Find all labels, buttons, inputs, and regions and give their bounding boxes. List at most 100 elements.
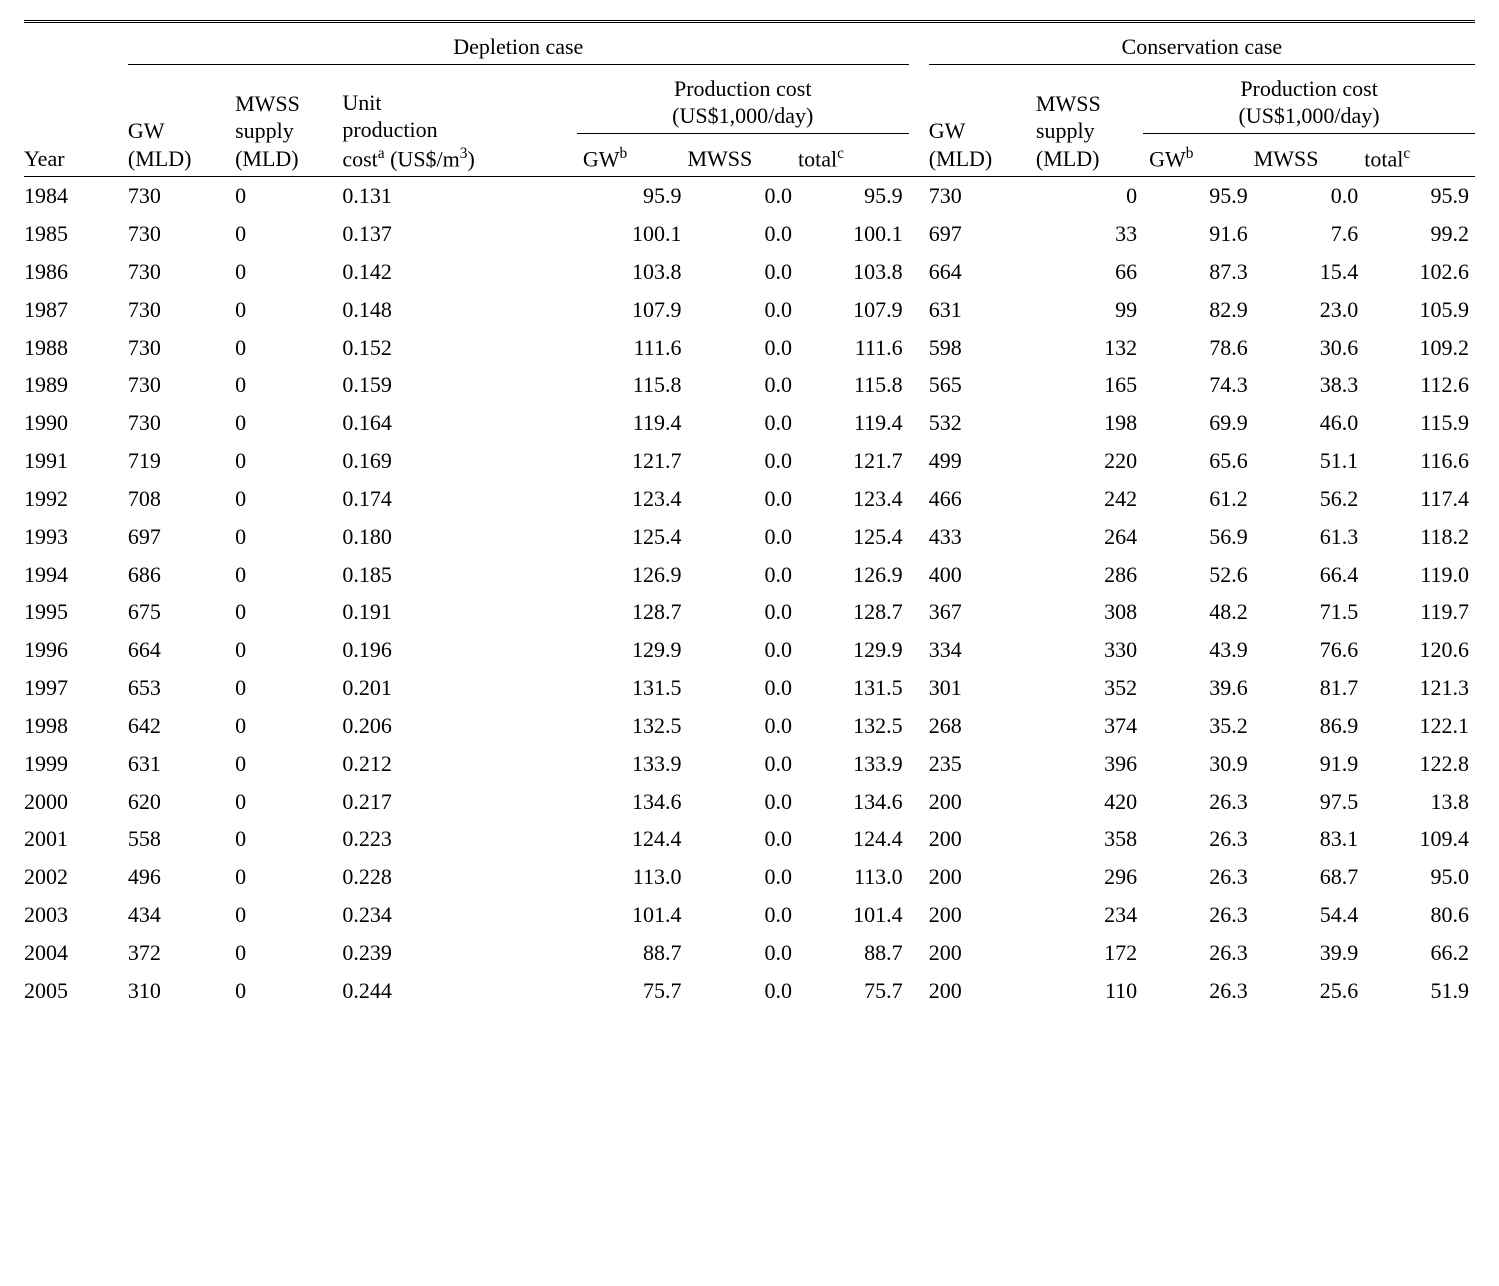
cell-con_mwss_mld: 220	[1036, 442, 1143, 480]
cell-dep_pc_gw: 115.8	[577, 366, 688, 404]
header-con-prodcost: Production cost (US$1,000/day)	[1143, 69, 1475, 138]
cell-dep_mwss_mld: 0	[235, 858, 342, 896]
cell-year: 1989	[24, 366, 128, 404]
table-header: Depletion case Conservation case Year GW…	[24, 22, 1475, 177]
cell-con_pc_total: 102.6	[1364, 253, 1475, 291]
cell-con_pc_gw: 43.9	[1143, 631, 1254, 669]
cell-con_mwss_mld: 110	[1036, 972, 1143, 1010]
cell-con_pc_gw: 61.2	[1143, 480, 1254, 518]
cell-year: 1991	[24, 442, 128, 480]
cell-con_pc_total: 117.4	[1364, 480, 1475, 518]
cell-dep_pc_gw: 131.5	[577, 669, 688, 707]
cell-con_pc_gw: 26.3	[1143, 896, 1254, 934]
cell-con_pc_total: 51.9	[1364, 972, 1475, 1010]
cell-con_gw_mld: 268	[929, 707, 1036, 745]
cell-dep_gw_mld: 372	[128, 934, 235, 972]
cell-dep_pc_total: 119.4	[798, 404, 909, 442]
column-gap	[909, 177, 929, 215]
cell-year: 1992	[24, 480, 128, 518]
cell-year: 1999	[24, 745, 128, 783]
cell-dep_unit_cost: 0.201	[342, 669, 577, 707]
column-gap	[909, 366, 929, 404]
cell-year: 1984	[24, 177, 128, 215]
cell-con_pc_gw: 26.3	[1143, 972, 1254, 1010]
cell-dep_mwss_mld: 0	[235, 442, 342, 480]
cell-dep_pc_gw: 101.4	[577, 896, 688, 934]
cell-dep_mwss_mld: 0	[235, 593, 342, 631]
cell-con_pc_mwss: 7.6	[1254, 215, 1365, 253]
cell-con_pc_gw: 26.3	[1143, 820, 1254, 858]
cell-dep_pc_total: 129.9	[798, 631, 909, 669]
cell-dep_pc_mwss: 0.0	[687, 518, 798, 556]
cell-dep_mwss_mld: 0	[235, 820, 342, 858]
cell-year: 1995	[24, 593, 128, 631]
cell-con_pc_gw: 39.6	[1143, 669, 1254, 707]
cell-dep_gw_mld: 496	[128, 858, 235, 896]
cell-dep_pc_gw: 119.4	[577, 404, 688, 442]
column-gap	[909, 934, 929, 972]
cell-con_pc_mwss: 83.1	[1254, 820, 1365, 858]
cell-con_mwss_mld: 330	[1036, 631, 1143, 669]
column-gap	[909, 329, 929, 367]
cell-con_gw_mld: 200	[929, 896, 1036, 934]
cell-dep_unit_cost: 0.206	[342, 707, 577, 745]
cell-con_gw_mld: 200	[929, 783, 1036, 821]
header-dep-pc-gw: GWb	[577, 138, 688, 177]
cell-con_pc_gw: 95.9	[1143, 177, 1254, 215]
cell-dep_pc_total: 101.4	[798, 896, 909, 934]
cell-dep_pc_total: 100.1	[798, 215, 909, 253]
cell-dep_unit_cost: 0.196	[342, 631, 577, 669]
cell-dep_gw_mld: 730	[128, 177, 235, 215]
cell-con_pc_total: 109.2	[1364, 329, 1475, 367]
cell-con_gw_mld: 367	[929, 593, 1036, 631]
cell-dep_gw_mld: 730	[128, 253, 235, 291]
cell-dep_pc_total: 95.9	[798, 177, 909, 215]
cell-dep_pc_gw: 121.7	[577, 442, 688, 480]
cell-year: 1987	[24, 291, 128, 329]
table-row: 199765300.201131.50.0131.530135239.681.7…	[24, 669, 1475, 707]
cell-con_pc_total: 95.9	[1364, 177, 1475, 215]
cell-year: 1996	[24, 631, 128, 669]
cell-dep_unit_cost: 0.234	[342, 896, 577, 934]
table-body: 198473000.13195.90.095.9730095.90.095.91…	[24, 177, 1475, 1010]
cell-dep_pc_total: 133.9	[798, 745, 909, 783]
cell-dep_gw_mld: 642	[128, 707, 235, 745]
column-gap	[909, 404, 929, 442]
data-table: Depletion case Conservation case Year GW…	[24, 20, 1475, 1010]
column-gap	[909, 253, 929, 291]
table-row: 198673000.142103.80.0103.86646687.315.41…	[24, 253, 1475, 291]
column-gap	[909, 593, 929, 631]
cell-con_mwss_mld: 374	[1036, 707, 1143, 745]
cell-con_pc_gw: 35.2	[1143, 707, 1254, 745]
cell-dep_unit_cost: 0.131	[342, 177, 577, 215]
cell-con_mwss_mld: 172	[1036, 934, 1143, 972]
cell-dep_unit_cost: 0.180	[342, 518, 577, 556]
cell-dep_pc_total: 75.7	[798, 972, 909, 1010]
cell-con_mwss_mld: 264	[1036, 518, 1143, 556]
cell-dep_pc_mwss: 0.0	[687, 783, 798, 821]
header-dep-pc-mwss: MWSS	[687, 138, 798, 177]
cell-dep_mwss_mld: 0	[235, 404, 342, 442]
cell-dep_unit_cost: 0.212	[342, 745, 577, 783]
cell-dep_unit_cost: 0.137	[342, 215, 577, 253]
column-gap	[909, 291, 929, 329]
header-year: Year	[24, 69, 128, 177]
cell-dep_mwss_mld: 0	[235, 556, 342, 594]
cell-dep_pc_total: 115.8	[798, 366, 909, 404]
cell-dep_pc_mwss: 0.0	[687, 858, 798, 896]
cell-dep_pc_mwss: 0.0	[687, 442, 798, 480]
cell-dep_pc_total: 123.4	[798, 480, 909, 518]
cell-dep_gw_mld: 631	[128, 745, 235, 783]
header-con-pc-gw: GWb	[1143, 138, 1254, 177]
cell-dep_pc_gw: 129.9	[577, 631, 688, 669]
cell-con_pc_mwss: 71.5	[1254, 593, 1365, 631]
cell-dep_gw_mld: 719	[128, 442, 235, 480]
cell-con_pc_total: 66.2	[1364, 934, 1475, 972]
cell-con_gw_mld: 200	[929, 820, 1036, 858]
cell-dep_gw_mld: 730	[128, 215, 235, 253]
cell-con_pc_mwss: 68.7	[1254, 858, 1365, 896]
cell-dep_pc_mwss: 0.0	[687, 480, 798, 518]
cell-dep_pc_total: 107.9	[798, 291, 909, 329]
cell-dep_gw_mld: 664	[128, 631, 235, 669]
cell-con_gw_mld: 697	[929, 215, 1036, 253]
